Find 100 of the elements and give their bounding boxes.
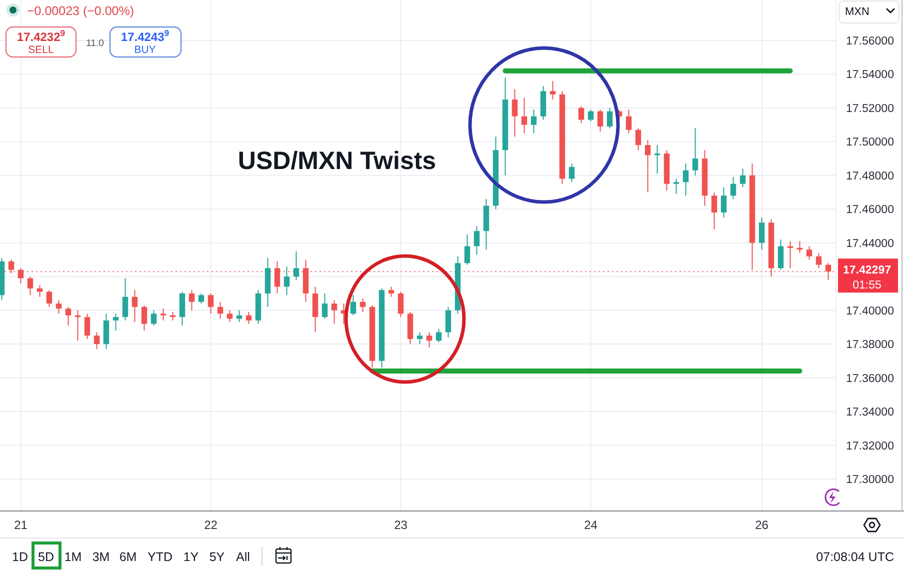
candlestick — [36, 284, 43, 298]
candlestick — [46, 290, 52, 308]
candlestick — [141, 304, 148, 332]
candlestick — [160, 308, 166, 321]
candlestick — [56, 300, 62, 314]
candlestick — [246, 311, 252, 324]
y-tick-label: 17.32000 — [846, 440, 894, 452]
text: USD/MXN Twists — [238, 147, 436, 175]
candlestick — [474, 225, 480, 256]
candlestick — [150, 310, 157, 326]
candlestick — [758, 217, 765, 250]
candlestick — [188, 290, 195, 311]
y-tick-label: 17.44000 — [846, 238, 894, 250]
candlestick — [740, 168, 746, 188]
candlestick — [682, 163, 689, 196]
currency-menu: MXN — [838, 0, 900, 24]
text: 1Y — [183, 550, 200, 564]
annotation: 17.4243$^{9}$ — [120, 28, 170, 44]
text: 07:08:04 UTC — [816, 550, 894, 564]
candlestick — [274, 260, 280, 294]
y-tick-label: 17.50000 — [846, 136, 894, 149]
annotation: 11.0 — [86, 38, 104, 49]
buy-button: 17.4243$^{9}$ BUY — [109, 26, 182, 58]
candlestick — [226, 310, 233, 323]
candlestick — [550, 80, 556, 100]
candlestick — [65, 306, 72, 326]
candlestick — [825, 262, 832, 280]
candlestick — [787, 240, 794, 269]
candlestick — [521, 97, 528, 134]
text: 5D — [38, 550, 54, 564]
candlestick — [388, 286, 394, 298]
candlestick — [132, 290, 138, 323]
candlestick — [217, 301, 224, 320]
candlestick — [692, 128, 698, 176]
x-tick-label: 22 — [204, 518, 218, 532]
candlestick — [103, 313, 110, 350]
candlestick — [112, 313, 119, 332]
candlestick — [816, 252, 822, 269]
candlestick — [626, 109, 632, 134]
candlestick — [720, 186, 727, 218]
text: All — [236, 550, 250, 564]
candlestick — [644, 139, 651, 193]
candlestick — [179, 291, 186, 326]
candlestick — [322, 292, 328, 320]
candlestick — [730, 176, 736, 200]
candlestick — [94, 332, 100, 350]
text: 5Y — [209, 550, 226, 564]
candlestick — [331, 300, 338, 324]
candlestick — [27, 276, 34, 296]
candlestick — [711, 192, 718, 230]
candlestick — [284, 266, 290, 296]
candlestick — [198, 292, 204, 304]
y-tick-label: 17.52000 — [846, 102, 894, 115]
sell-button: 17.4232$^{9}$ SELL — [5, 26, 77, 58]
candlestick — [398, 291, 404, 318]
annotation: 17.4232$^{9}$ — [16, 28, 66, 44]
candlestick — [778, 238, 784, 270]
y-tick-label: 17.36000 — [846, 372, 894, 385]
text: 01:55 — [852, 280, 882, 292]
y-tick-label: 17.48000 — [846, 170, 894, 182]
y-tick-label: 17.34000 — [846, 406, 894, 419]
candlestick — [464, 234, 470, 266]
candlestick — [606, 107, 613, 129]
candlestick — [673, 178, 680, 194]
x-tick-label: 23 — [394, 518, 408, 532]
candlestick — [122, 278, 128, 321]
text: YTD — [148, 550, 172, 564]
candlestick — [360, 298, 366, 312]
annotation: SELL — [28, 44, 54, 56]
candlestick — [84, 313, 90, 340]
x-tick-label: 24 — [584, 518, 598, 532]
candlestick — [293, 250, 300, 280]
y-tick-label: 17.54000 — [846, 69, 894, 82]
text: 1D — [12, 550, 28, 564]
candlestick — [416, 332, 423, 345]
x-tick-label: 26 — [755, 518, 769, 532]
annotation: BUY — [134, 44, 156, 56]
candlestick — [18, 268, 24, 284]
y-tick-label: 17.30000 — [846, 474, 894, 486]
candlestick — [445, 306, 452, 338]
candlestick — [512, 88, 518, 138]
y-tick-label: 17.40000 — [846, 305, 894, 318]
ref-line-label: 17.42297 — [843, 264, 891, 277]
candlestick — [635, 128, 642, 151]
candlestick — [426, 332, 432, 348]
candlestick — [8, 259, 14, 274]
candlestick — [588, 109, 594, 122]
candlestick — [350, 294, 356, 316]
x-tick-label: 21 — [14, 518, 28, 532]
candlestick — [578, 106, 584, 124]
y-tick-label: 17.38000 — [846, 339, 894, 352]
candlestick — [312, 286, 318, 333]
text: 6M — [119, 550, 137, 564]
candlestick — [530, 109, 537, 134]
candlestick — [436, 328, 442, 343]
text: 3M — [92, 550, 110, 564]
candlestick — [806, 246, 812, 260]
candlestick — [597, 109, 604, 132]
y-tick-label: 17.46000 — [846, 204, 894, 216]
text: 1M — [64, 550, 82, 564]
